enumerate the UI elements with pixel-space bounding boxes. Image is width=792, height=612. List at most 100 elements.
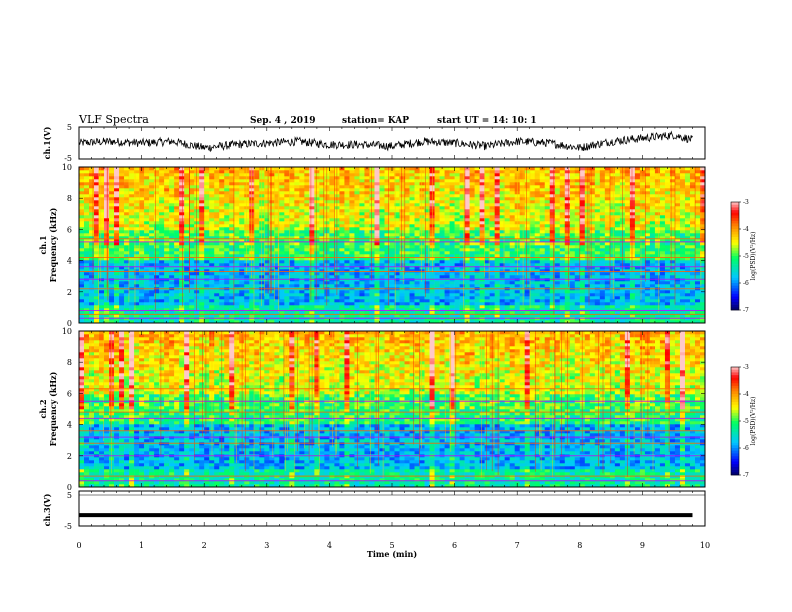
spectrogram-cell — [474, 290, 480, 294]
spectrogram-cell — [429, 206, 435, 210]
spectrogram-cell — [359, 170, 365, 174]
spectrogram-cell — [519, 242, 526, 246]
spectrogram-cell — [419, 188, 425, 192]
spectrogram-cell — [229, 260, 235, 264]
spectrogram-cell — [169, 179, 175, 183]
spectrogram-cell — [429, 275, 435, 279]
spectrogram-cell — [164, 254, 170, 258]
spectrogram-cell — [444, 185, 450, 189]
spectrogram-cell — [149, 299, 155, 303]
spectrogram-cell — [209, 176, 215, 180]
spectrogram-cell — [289, 188, 295, 192]
spectrogram-cell — [454, 299, 460, 303]
spectrogram-cell — [289, 248, 295, 252]
spectrogram-cell — [539, 200, 546, 204]
spectrogram-cell — [179, 236, 185, 240]
spectrogram-cell — [454, 281, 460, 285]
spectrogram-cell — [189, 233, 195, 237]
spectrogram-cell — [409, 191, 415, 195]
spectrogram-cell — [379, 188, 385, 192]
spectrogram-cell — [504, 272, 510, 276]
spectrogram-cell — [294, 260, 300, 264]
spectrogram-cell — [229, 218, 235, 222]
spectrogram-cell — [134, 251, 140, 255]
spectrogram-cell — [469, 293, 475, 297]
spectrogram-cell — [174, 179, 180, 183]
spectrogram-cell — [469, 275, 475, 279]
spectrogram-cell — [304, 221, 310, 225]
spectrogram-cell — [104, 281, 110, 285]
spectrogram-cell — [84, 266, 90, 270]
spectrogram-cell — [509, 257, 515, 261]
spectrogram-cell — [444, 260, 450, 264]
spectrogram-cell — [104, 284, 110, 288]
spectrogram-cell — [459, 215, 465, 219]
spectrogram-cell — [274, 197, 280, 201]
spectrogram-cell — [519, 197, 526, 201]
spectrogram-cell — [154, 233, 160, 237]
spectrogram-cell — [104, 305, 110, 309]
spectrogram-cell — [144, 167, 150, 171]
spectrogram-cell — [384, 320, 390, 324]
spectrogram-cell — [314, 239, 320, 243]
spectrogram-cell — [164, 203, 170, 207]
spectrogram-cell — [424, 245, 430, 249]
spectrogram-cell — [509, 248, 515, 252]
spectrogram-cell — [219, 257, 225, 261]
spectrogram-cell — [219, 311, 225, 315]
spectrogram-cell — [134, 182, 140, 186]
spectrogram-cell — [519, 176, 526, 180]
spectrogram-cell — [129, 233, 135, 237]
spectrogram-cell — [114, 245, 120, 249]
spectrogram-cell — [339, 248, 345, 252]
spectrogram-cell — [539, 245, 546, 249]
spectrogram-cell — [319, 176, 325, 180]
spectrogram-cell — [129, 305, 135, 309]
spectrogram-cell — [419, 281, 425, 285]
spectrogram-cell — [249, 194, 255, 198]
spectrogram-cell — [319, 245, 325, 249]
spectrogram-cell — [384, 299, 390, 303]
spectrogram-cell — [244, 173, 250, 177]
spectrogram-cell — [359, 236, 365, 240]
spectrogram-cell — [484, 263, 490, 267]
spectrogram-cell — [119, 194, 125, 198]
spectrogram-cell — [144, 194, 150, 198]
spectrogram-cell — [504, 233, 510, 237]
spectrogram-cell — [104, 302, 110, 306]
spectrogram-cell — [469, 242, 475, 246]
spectrogram-cell — [489, 224, 495, 228]
spectrogram-cell — [289, 206, 295, 210]
spectrogram-cell — [154, 293, 160, 297]
spectrogram-cell — [389, 176, 395, 180]
spectrogram-cell — [369, 242, 375, 246]
spectrogram-cell — [449, 230, 455, 234]
spectrogram-cell — [174, 206, 180, 210]
spectrogram-cell — [144, 239, 150, 243]
spectrogram-cell — [509, 293, 515, 297]
spectrogram-cell — [474, 308, 480, 312]
spectrogram-cell — [334, 320, 340, 324]
spectrogram-cell — [259, 308, 265, 312]
spectrogram-cell — [354, 185, 360, 189]
spectrogram-cell — [294, 173, 300, 177]
spectrogram-cell — [504, 314, 510, 318]
spectrogram-cell — [454, 248, 460, 252]
spectrogram-cell — [409, 167, 415, 171]
spectrogram-cell — [294, 230, 300, 234]
spectrogram-cell — [209, 218, 215, 222]
spectrogram-cell — [214, 272, 220, 276]
spectrogram-cell — [419, 308, 425, 312]
spectrogram-cell — [269, 320, 275, 324]
spectrogram-cell — [409, 224, 415, 228]
spectrogram-cell — [374, 293, 380, 297]
spectrogram-cell — [409, 275, 415, 279]
spectrogram-cell — [439, 275, 445, 279]
spectrogram-cell — [179, 191, 185, 195]
spectrogram-cell — [424, 203, 430, 207]
spectrogram-cell — [409, 284, 415, 288]
spectrogram-cell — [209, 170, 215, 174]
spectrogram-cell — [139, 272, 145, 276]
spectrogram-cell — [479, 254, 485, 258]
spectrogram-cell — [479, 320, 485, 324]
